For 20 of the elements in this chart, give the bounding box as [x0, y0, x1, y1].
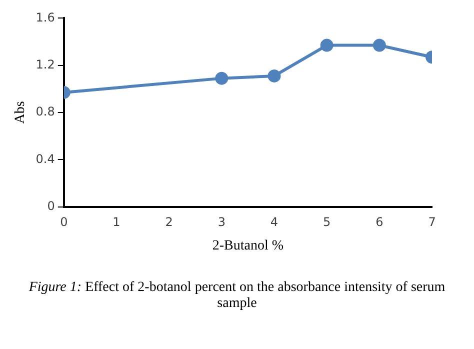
point [268, 69, 281, 82]
y-tick-label: 0 [47, 198, 55, 213]
x-tick-label: 2 [165, 215, 173, 230]
y-axis-title: Abs [13, 101, 28, 124]
x-axis-title: 2-Butanol % [212, 238, 284, 254]
point [215, 72, 228, 85]
caption: Figure 1: Effect of 2-botanol percent on the absorbance intensity of serum sample [28, 280, 446, 311]
point [320, 38, 334, 52]
x-tick-label: 6 [376, 215, 384, 230]
y-tick-label: 0.8 [36, 104, 55, 119]
y-tick-label: 0.4 [36, 152, 55, 166]
x-tick-label: 7 [428, 215, 436, 230]
y-tick-label: 1.6 [36, 10, 55, 24]
x-tick-label: 4 [270, 215, 278, 230]
x-tick-label: 1 [112, 215, 120, 230]
x-tick-label: 0 [60, 215, 68, 230]
point [372, 38, 386, 52]
y-tick-label: 1.2 [36, 57, 55, 72]
x-tick-label: 3 [218, 215, 226, 230]
x-tick-label: 5 [323, 215, 331, 230]
